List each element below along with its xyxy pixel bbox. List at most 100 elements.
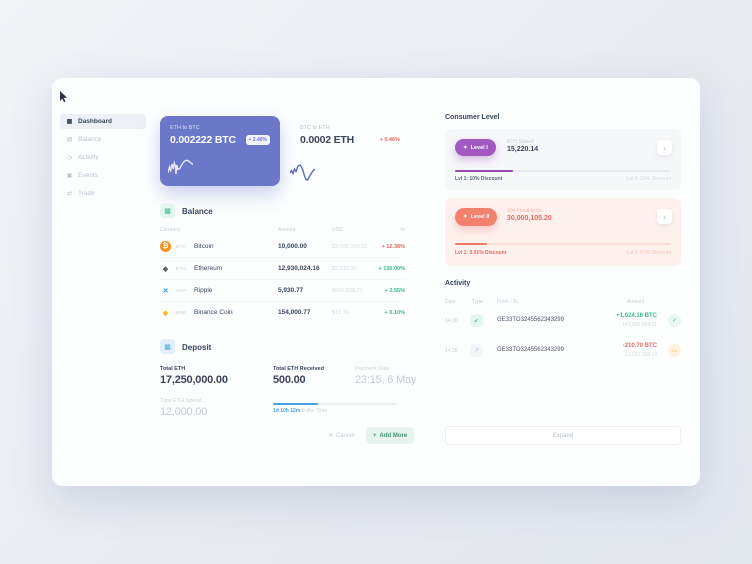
column-header-date[interactable]: Date xyxy=(445,299,456,305)
sidebar-item-trade[interactable]: ⇄ Trade xyxy=(60,186,146,201)
sidebar-item-dashboard[interactable]: ▦ Dashboard xyxy=(60,114,146,129)
binance-coin-icon: ◈ xyxy=(162,309,169,317)
coin-usd-value: $940,030.77 xyxy=(332,288,363,294)
transaction-amount-fiat: 141,595,594.01 xyxy=(622,322,657,328)
coin-symbol: BNB xyxy=(176,310,187,315)
total-eth-received-label: Total ETH Received xyxy=(273,366,324,372)
calendar-icon: ▣ xyxy=(66,173,73,179)
funding-value: 30,000,105.20 xyxy=(507,215,552,222)
level-1-badge[interactable]: ✦ Level I xyxy=(455,139,496,156)
sidebar-item-label: Events xyxy=(78,172,98,179)
payment-date-label: Payment Date xyxy=(355,366,390,372)
star-icon: ✦ xyxy=(463,144,468,151)
plus-icon: + xyxy=(373,432,377,439)
pair-label: BTC to ETH xyxy=(300,125,330,131)
coin-amount: 154,000.77 xyxy=(278,309,311,316)
balance-section-title: Balance xyxy=(182,207,213,216)
sidebar-item-label: Trade xyxy=(78,190,95,197)
pair-label: ETH to BTC xyxy=(170,125,200,131)
activity-title: Activity xyxy=(445,280,471,287)
column-header-amount[interactable]: Amount xyxy=(278,227,296,233)
level-badge-label: Level I xyxy=(470,144,488,151)
sidebar: ▦ Dashboard ▤ Balance ◷ Activity ▣ Event… xyxy=(60,114,146,204)
coin-change: + 12.38% xyxy=(381,244,405,250)
level-2-card: ✦ Level II 30d Funding for 30,000,105.20… xyxy=(445,198,681,266)
eth-staked-label: ETH Staked xyxy=(507,139,534,145)
transaction-amount-fiat: 12,003,308.14 xyxy=(625,352,657,358)
column-header-percent[interactable]: % xyxy=(400,227,405,233)
column-header-from-to[interactable]: From / To xyxy=(497,299,519,305)
total-eth-label: Total ETH xyxy=(160,366,186,372)
table-row-binance-coin[interactable]: ◈ BNB Binance Coin 154,000.77 $17.70 + 0… xyxy=(160,302,405,323)
column-header-usd[interactable]: USD xyxy=(332,227,343,233)
level-2-badge[interactable]: ✦ Level II xyxy=(455,208,498,226)
balance-table-header: Currency Amount USD % xyxy=(160,227,405,235)
level-progress-bar xyxy=(455,170,671,172)
activity-row-outgoing[interactable]: 14:30 ↗ GE33TO3245562343299 -210.70 BTC … xyxy=(445,339,681,369)
sidebar-item-events[interactable]: ▣ Events xyxy=(60,168,146,183)
coin-symbol: XRP xyxy=(176,288,187,293)
balance-section-icon: ▦ xyxy=(160,203,175,218)
coin-usd-value: $17.70 xyxy=(332,310,349,316)
coin-change: + 2.55% xyxy=(384,288,405,294)
mouse-cursor-icon xyxy=(60,91,67,103)
activity-table-header: Date Type From / To Amount xyxy=(445,299,681,307)
coin-name: Bitcoin xyxy=(194,243,214,250)
total-eth-spend-label: Total ETH Spend xyxy=(160,398,202,404)
eth-btc-rate-card[interactable]: ETH to BTC 0.002222 BTC + 2.46% xyxy=(160,116,280,186)
total-eth-value: 17,250,000.00 xyxy=(160,374,228,386)
cancel-button[interactable]: ✕ Cancel xyxy=(320,427,363,444)
level-discount-current: Lvl 1: 0.01% Discount xyxy=(455,250,507,256)
column-header-amount[interactable]: Amount xyxy=(627,299,645,305)
sidebar-item-label: Balance xyxy=(78,136,102,143)
coin-change: + 0.10% xyxy=(384,310,405,316)
coin-symbol: BTC xyxy=(176,244,186,249)
progress-fill xyxy=(455,170,514,172)
level-discount-current: Lvl 1: 10% Discount xyxy=(455,176,503,182)
btc-eth-rate-card[interactable]: BTC to ETH 0.0002 ETH + 0.46% xyxy=(290,116,410,186)
total-eth-received-value: 500.00 xyxy=(273,374,306,386)
table-row-bitcoin[interactable]: ₿ BTC Bitcoin 10,000.00 $3,090,200.32 + … xyxy=(160,236,405,258)
funding-label: 30d Funding for xyxy=(507,208,543,214)
balance-table: ₿ BTC Bitcoin 10,000.00 $3,090,200.32 + … xyxy=(160,236,405,323)
coin-name: Binance Coin xyxy=(194,309,233,316)
transaction-address: GE33TO3245562343299 xyxy=(497,347,564,353)
receive-icon: ↙ xyxy=(470,314,483,327)
dashboard-icon: ▦ xyxy=(66,119,73,125)
activity-row-incoming[interactable]: 14:30 ↙ GE33TO3245562343299 +1,024.16 BT… xyxy=(445,309,681,339)
sidebar-item-label: Dashboard xyxy=(78,118,112,125)
buffer-time-value: 1d 10h 12m xyxy=(273,408,301,414)
chevron-right-icon[interactable]: › xyxy=(657,140,672,155)
sidebar-item-balance[interactable]: ▤ Balance xyxy=(60,132,146,147)
buffer-time-text: 1d 10h 12m Buffer Time xyxy=(273,408,327,414)
column-header-currency[interactable]: Currency xyxy=(160,227,181,233)
transaction-amount: -210.70 BTC xyxy=(622,343,657,349)
transaction-time: 14:30 xyxy=(445,348,458,354)
coin-amount: 10,000.00 xyxy=(278,243,307,250)
column-header-type[interactable]: Type xyxy=(472,299,483,305)
bitcoin-icon: ₿ xyxy=(160,241,171,252)
clock-icon: ◷ xyxy=(66,155,73,161)
chevron-right-icon[interactable]: › xyxy=(657,209,672,224)
coin-name: Ripple xyxy=(194,287,213,294)
table-row-ripple[interactable]: ✕ XRP Ripple 5,930.77 $940,030.77 + 2.55… xyxy=(160,280,405,302)
coin-symbol: ETH xyxy=(176,266,186,271)
coin-change: + 150.00% xyxy=(378,266,405,272)
coin-name: Ethereum xyxy=(194,265,223,272)
coin-amount: 5,930.77 xyxy=(278,287,304,294)
consumer-level-title: Consumer Level xyxy=(445,114,500,121)
sidebar-item-activity[interactable]: ◷ Activity xyxy=(60,150,146,165)
add-more-button[interactable]: + Add More xyxy=(366,427,415,444)
rate-value: 0.0002 ETH xyxy=(300,134,355,146)
expand-button[interactable]: Expand xyxy=(445,426,681,445)
ethereum-icon: ◆ xyxy=(162,265,169,273)
level-1-card: ✦ Level I ETH Staked 15,220.14 › Lvl 1: … xyxy=(445,129,681,190)
ripple-icon: ✕ xyxy=(162,287,169,295)
transaction-amount: +1,024.16 BTC xyxy=(616,313,657,319)
transaction-address: GE33TO3245562343299 xyxy=(497,317,564,323)
send-icon: ↗ xyxy=(470,344,483,357)
coin-amount: 12,930,024.16 xyxy=(278,265,320,272)
table-row-ethereum[interactable]: ◆ ETH Ethereum 12,930,024.16 $2,010.00 +… xyxy=(160,258,405,280)
add-more-button-label: Add More xyxy=(379,432,408,439)
